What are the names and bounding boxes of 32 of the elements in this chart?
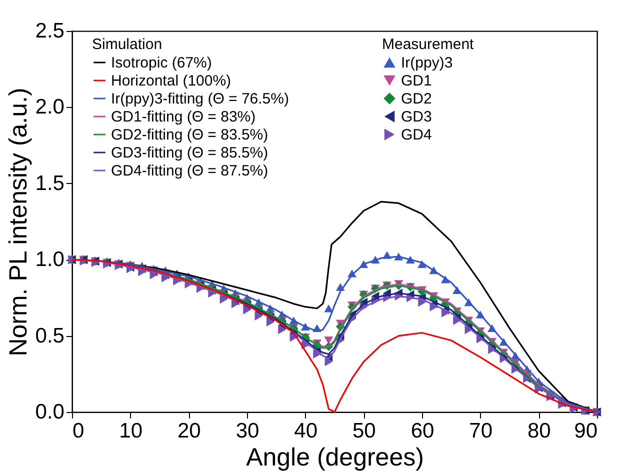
x-tick-label: 80 — [527, 420, 551, 442]
y-tick-label: 1.5 — [35, 172, 64, 195]
legend-label: Isotropic (67%) — [111, 54, 212, 72]
legend-label: GD1-fitting (Θ = 83%) — [111, 108, 256, 126]
legend-label: GD2-fitting (Θ = 83.5%) — [111, 126, 268, 144]
x-tick-label: 60 — [410, 420, 434, 442]
x-tick-label: 0 — [72, 420, 84, 442]
y-tick-label: 2.5 — [35, 20, 64, 42]
legend-label: GD1 — [401, 72, 432, 90]
x-tick-label: 70 — [469, 420, 493, 442]
y-tick-label: 1.0 — [35, 248, 64, 272]
legend-label: GD4-fitting (Θ = 87.5%) — [111, 162, 268, 180]
x-tick-label: 30 — [236, 420, 260, 442]
x-tick-label: 90 — [574, 420, 598, 442]
x-tick-label: 20 — [177, 420, 201, 442]
legend-label: Ir(ppy)3-fitting (Θ = 76.5%) — [111, 90, 289, 108]
x-tick-label: 10 — [119, 420, 143, 442]
legend-label: Horizontal (100%) — [111, 72, 232, 90]
text: Measurement — [382, 36, 474, 53]
legend-label: GD4 — [401, 126, 432, 144]
y-tick-label: 0.0 — [35, 400, 64, 424]
y-tick-label: 2.0 — [35, 96, 64, 119]
legend-label: GD3-fitting (Θ = 85.5%) — [111, 144, 268, 162]
x-tick-label: 40 — [294, 420, 318, 442]
legend-label: GD3 — [401, 108, 432, 126]
x-tick-label: 50 — [352, 420, 376, 442]
legend-label: Ir(ppy)3 — [401, 54, 453, 72]
legend-label: GD2 — [401, 90, 432, 108]
x-axis-title: Angle (degrees) — [246, 444, 424, 472]
y-tick-label: 0.5 — [35, 324, 64, 348]
y-axis-title: Norm. PL intensity (a.u.) — [4, 88, 32, 356]
text: Simulation — [92, 36, 162, 53]
